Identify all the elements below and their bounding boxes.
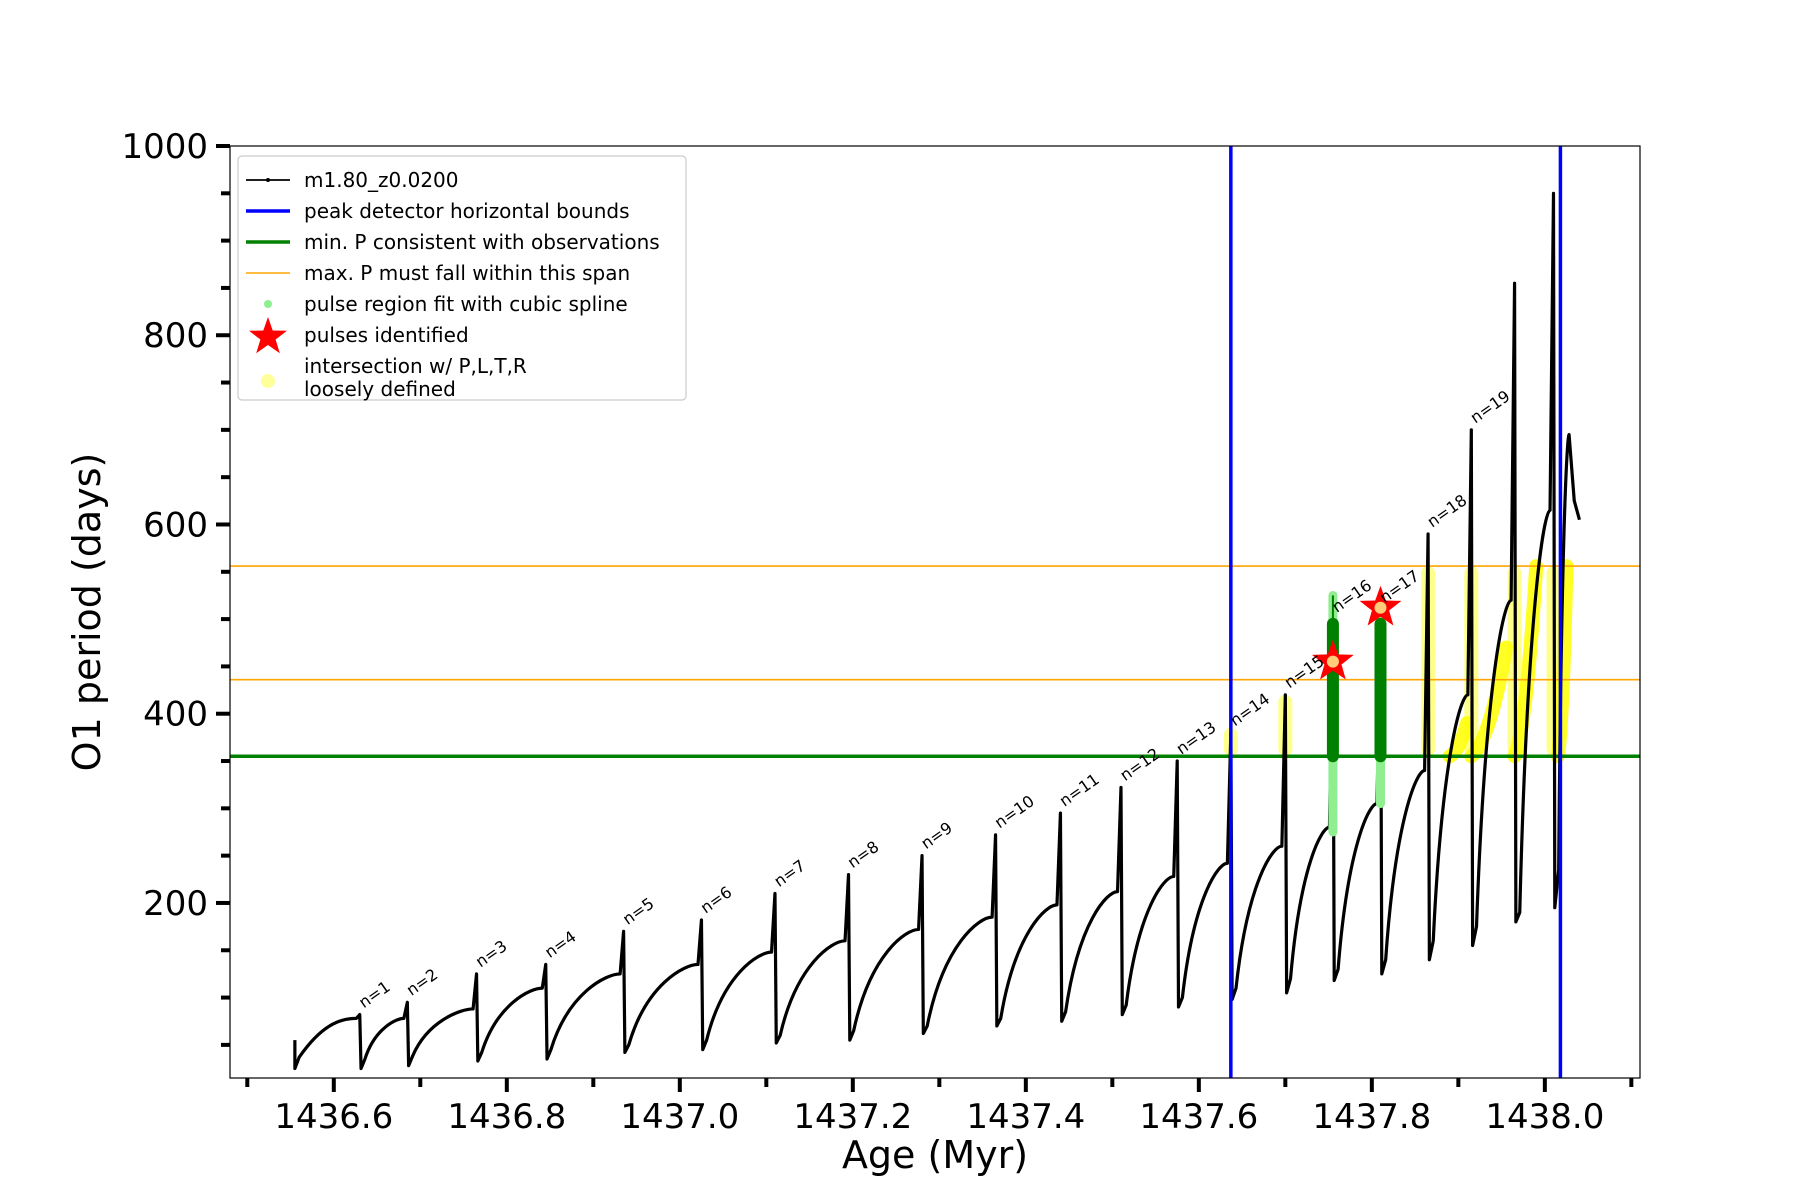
legend-label-7-line2: loosely defined: [304, 377, 456, 401]
pulse-label-7: n=7: [770, 856, 809, 891]
legend-swatch-dot-7: [261, 374, 275, 388]
legend-label-3: min. P consistent with observations: [304, 230, 660, 254]
horizontal-lines-layer: [230, 565, 1640, 759]
pulse-labels-layer: n=1 n=2n=3 n=4n=5 n=6n=7n=8n=9n=10n=11n=12n…: [355, 386, 1513, 1011]
y-tick-label-2: 400: [143, 695, 208, 735]
y-axis-label: O1 period (days): [65, 453, 109, 772]
y-tick-label-1: 200: [143, 884, 208, 924]
y-tick-label-5: 1000: [121, 127, 208, 167]
pulse-label-2: n=2: [403, 965, 442, 1000]
pulse-intersection-dot-2: [1374, 601, 1387, 614]
pulse-label-11: n=11: [1056, 770, 1103, 811]
legend-label-5: pulse region fit with cubic spline: [304, 292, 628, 316]
pulse-label-5: n=5: [619, 894, 658, 929]
legend-label-4: max. P must fall within this span: [304, 261, 630, 285]
legend-swatch-marker: [266, 178, 270, 182]
y-tick-label-4: 800: [143, 316, 208, 356]
legend-label-7: intersection w/ P,L,T,R: [304, 354, 527, 378]
vertical-lines-layer: [1229, 146, 1563, 1078]
axes-layer: 1436.6 1436.8 1437.0 1437.2 1437.4 1437.6 1437…: [121, 127, 1634, 1137]
x-tick-label-3: 1437.0: [620, 1097, 739, 1137]
pulse-label-8: n=8: [844, 837, 883, 872]
x-tick-label-6: 1437.6: [1139, 1097, 1258, 1137]
x-tick-label-7: 1437.8: [1312, 1097, 1431, 1137]
pulse-label-19: n=19: [1467, 386, 1514, 427]
pulse-label-10: n=10: [991, 791, 1038, 832]
x-axis-label: Age (Myr): [842, 1133, 1028, 1177]
legend-swatch-star: [249, 317, 287, 354]
pulse-label-1: n=1: [355, 977, 394, 1012]
legend-label-1: m1.80_z0.0200: [304, 168, 459, 192]
pulse-label-16: n=16: [1328, 576, 1375, 617]
plot-frame: [229, 145, 1641, 1079]
pulse-label-9: n=9: [917, 818, 956, 853]
highlight-layer: [1312, 585, 1402, 837]
y-tick-label-3: 600: [143, 505, 208, 545]
pulse-label-17: n=17: [1376, 566, 1423, 607]
x-tick-label-4: 1437.2: [793, 1097, 912, 1137]
legend-label-6: pulses identified: [304, 323, 469, 347]
pulse-label-18: n=18: [1423, 490, 1470, 531]
x-tick-label-2: 1436.8: [447, 1097, 566, 1137]
x-tick-label-5: 1437.4: [966, 1097, 1085, 1137]
legend-box: [237, 155, 687, 401]
pulse-label-4: n=4: [541, 927, 580, 962]
evolution-track-line: [293, 191, 1581, 1071]
pulse-label-15: n=15: [1281, 651, 1328, 692]
pulse-label-14: n=14: [1226, 689, 1273, 730]
pulse-label-13: n=13: [1173, 718, 1220, 759]
track-layer: [293, 191, 1581, 1071]
pulse-intersection-dot-1: [1326, 655, 1339, 668]
legend-swatch-dot-5: [264, 300, 272, 308]
pulse-label-3: n=3: [472, 936, 511, 971]
pulse-label-12: n=12: [1116, 744, 1163, 785]
pulse-label-6: n=6: [697, 882, 736, 917]
legend-label-2: peak detector horizontal bounds: [304, 199, 630, 223]
x-tick-label-8: 1438.0: [1485, 1097, 1604, 1137]
x-tick-label-1: 1436.6: [274, 1097, 393, 1137]
